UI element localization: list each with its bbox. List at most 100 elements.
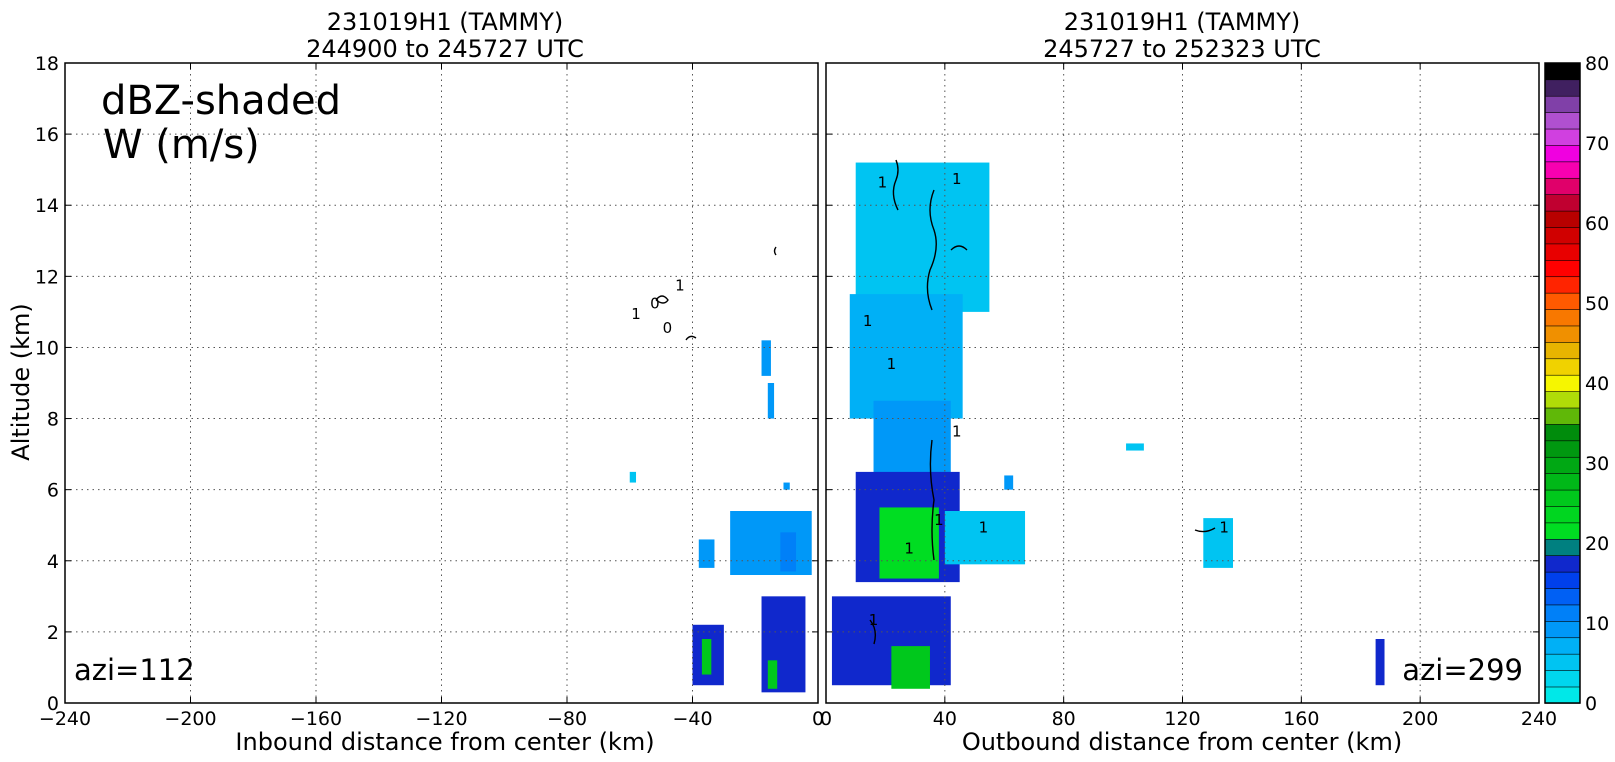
echo-region-6 bbox=[1004, 475, 1014, 490]
w-contour-label-5: 1 bbox=[904, 540, 914, 558]
colorbar-tick-label: 0 bbox=[1585, 693, 1597, 715]
w-contour-label-1: 1 bbox=[952, 170, 962, 188]
inbound-subtitle: 244900 to 245727 UTC bbox=[306, 35, 584, 63]
echo-region-10 bbox=[891, 646, 930, 689]
colorbar-tick-label: 60 bbox=[1585, 213, 1609, 235]
echo-region-4 bbox=[879, 507, 939, 579]
colorbar-swatch bbox=[1544, 144, 1581, 163]
x-tick-label: 240 bbox=[1521, 708, 1557, 730]
x-tick-label: −160 bbox=[290, 708, 342, 730]
w-contour-label-3: 0 bbox=[650, 294, 660, 312]
dbz-colorbar: 0 10 20 30 40 50 60 70 80 bbox=[1544, 53, 1609, 715]
w-contour-label-2: 1 bbox=[863, 312, 873, 330]
colorbar-swatch bbox=[1544, 243, 1581, 261]
x-tick-label: −80 bbox=[547, 708, 587, 730]
echo-region-5 bbox=[944, 511, 1026, 565]
echo-region-11 bbox=[1375, 639, 1385, 686]
colorbar-swatch bbox=[1544, 686, 1581, 704]
colorbar-swatch bbox=[1544, 177, 1581, 195]
colorbar-swatch bbox=[1544, 390, 1581, 409]
echo-region-5 bbox=[780, 532, 797, 572]
colorbar-swatch bbox=[1544, 653, 1581, 671]
inbound-title: 231019H1 (TAMMY) bbox=[327, 8, 564, 36]
echo-region-9 bbox=[831, 596, 951, 686]
colorbar-tick-label: 20 bbox=[1585, 533, 1609, 555]
x-tick-label: 120 bbox=[1164, 708, 1200, 730]
colorbar-swatches bbox=[1544, 62, 1581, 704]
inbound-echo-layer bbox=[629, 340, 812, 693]
echo-region-10 bbox=[767, 660, 778, 689]
colorbar-swatch bbox=[1544, 325, 1581, 343]
x-tick-label: −240 bbox=[39, 708, 91, 730]
w-contour-label-6: 1 bbox=[934, 511, 944, 529]
inbound-x-ticks: −240 −200 −160 −120 −80 −40 0 bbox=[39, 63, 824, 730]
colorbar-swatch bbox=[1544, 538, 1581, 557]
colorbar-swatch bbox=[1544, 472, 1581, 491]
colorbar-swatch bbox=[1544, 128, 1581, 146]
colorbar-swatch bbox=[1544, 226, 1581, 245]
y-tick-label: 12 bbox=[35, 266, 59, 288]
echo-region-8 bbox=[1203, 518, 1234, 568]
colorbar-swatch bbox=[1544, 571, 1581, 589]
inbound-grid bbox=[65, 63, 818, 703]
y-tick-label: 6 bbox=[47, 480, 59, 502]
w-contour-label-3: 1 bbox=[887, 355, 897, 373]
x-tick-label: −200 bbox=[164, 708, 216, 730]
echo-region-6 bbox=[698, 539, 715, 568]
w-contour-label: W (m/s) bbox=[103, 122, 260, 168]
colorbar-swatch bbox=[1544, 489, 1581, 507]
y-axis-title: Altitude (km) bbox=[7, 303, 35, 460]
outbound-grid bbox=[826, 63, 1539, 703]
colorbar-tick-label: 10 bbox=[1585, 613, 1609, 635]
colorbar-swatch bbox=[1544, 669, 1581, 688]
y-tick-label: 8 bbox=[47, 409, 59, 431]
colorbar-tick-label: 80 bbox=[1585, 53, 1609, 75]
colorbar-swatch bbox=[1544, 423, 1581, 442]
y-tick-label: 4 bbox=[47, 551, 59, 573]
colorbar-swatch bbox=[1544, 505, 1581, 524]
w-contour-label-9: 1 bbox=[869, 611, 879, 629]
w-contour-line-1 bbox=[685, 335, 697, 341]
colorbar-swatch bbox=[1544, 407, 1581, 425]
inbound-azimuth-label: azi=112 bbox=[74, 653, 195, 687]
colorbar-swatch bbox=[1544, 456, 1581, 474]
colorbar-tick-label: 70 bbox=[1585, 133, 1609, 155]
x-tick-label: −120 bbox=[415, 708, 467, 730]
echo-region-0 bbox=[761, 340, 771, 376]
y-tick-label: 14 bbox=[35, 195, 59, 217]
colorbar-swatch bbox=[1544, 259, 1581, 278]
colorbar-swatch bbox=[1544, 210, 1581, 228]
colorbar-swatch bbox=[1544, 95, 1581, 113]
w-contour-line-0 bbox=[892, 159, 899, 211]
y-tick-label: 16 bbox=[35, 124, 59, 146]
outbound-panel: 1 1 1 1 1 1 1 1 1 1 0 40 80 120 160 200 240 231019H1 (T… bbox=[820, 8, 1557, 756]
x-tick-label: −40 bbox=[672, 708, 712, 730]
colorbar-tick-label: 40 bbox=[1585, 373, 1609, 395]
colorbar-swatch bbox=[1544, 374, 1581, 392]
echo-region-8 bbox=[701, 639, 712, 675]
outbound-w-contours: 1 1 1 1 1 1 1 1 1 1 bbox=[863, 159, 1229, 645]
colorbar-tick-label: 50 bbox=[1585, 293, 1609, 315]
outbound-echo-layer bbox=[831, 162, 1385, 689]
outbound-title: 231019H1 (TAMMY) bbox=[1064, 8, 1301, 36]
colorbar-swatch bbox=[1544, 587, 1581, 606]
w-contour-label-8: 1 bbox=[1219, 518, 1229, 536]
w-contour-label-7: 1 bbox=[979, 518, 989, 536]
colorbar-swatch bbox=[1544, 620, 1581, 639]
x-tick-label: 0 bbox=[812, 708, 824, 730]
echo-region-1 bbox=[849, 294, 963, 419]
x-tick-label: 0 bbox=[820, 708, 832, 730]
inbound-x-axis-title: Inbound distance from center (km) bbox=[235, 728, 654, 756]
colorbar-swatch bbox=[1544, 276, 1581, 294]
echo-region-2 bbox=[629, 471, 637, 483]
w-contour-line-2 bbox=[773, 246, 777, 256]
w-contour-line-2 bbox=[950, 245, 968, 251]
echo-region-0 bbox=[855, 162, 990, 312]
w-contour-line-4 bbox=[1194, 527, 1216, 533]
colorbar-swatch bbox=[1544, 358, 1581, 376]
outbound-y-ticks bbox=[826, 62, 1539, 704]
x-tick-label: 40 bbox=[933, 708, 957, 730]
